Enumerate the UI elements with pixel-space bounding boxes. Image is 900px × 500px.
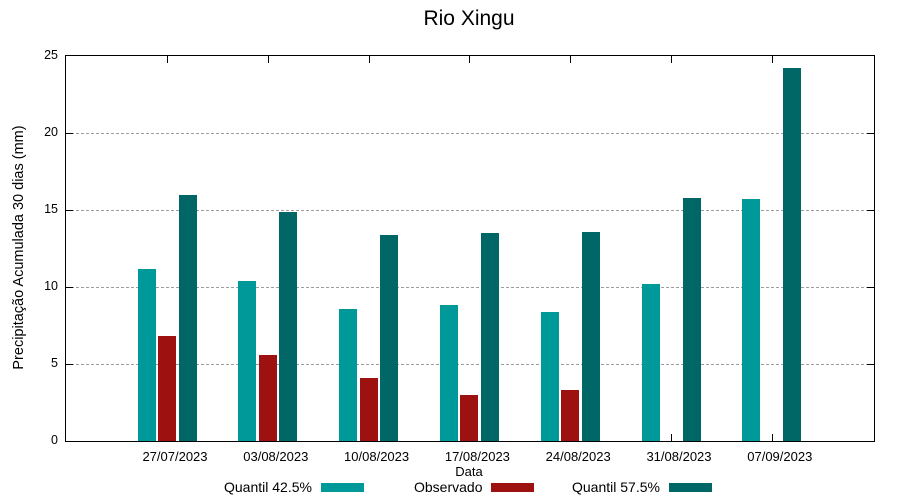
legend-label: Quantil 42.5% xyxy=(224,479,312,495)
bar xyxy=(460,394,479,441)
legend-swatch xyxy=(668,482,712,492)
x-tick-mark xyxy=(771,434,773,441)
legend-label: Observado xyxy=(414,479,483,495)
bar xyxy=(439,305,458,441)
gridline xyxy=(66,287,874,288)
x-tick-mark xyxy=(570,56,572,63)
y-tick-label: 5 xyxy=(51,356,58,370)
y-tick-label: 10 xyxy=(44,279,58,293)
y-tick-mark xyxy=(867,133,874,134)
y-tick-mark xyxy=(66,210,73,211)
x-tick-mark xyxy=(267,56,269,63)
legend: Quantil 42.5% Observado Quantil 57.5% xyxy=(0,478,900,496)
gridline xyxy=(66,133,874,134)
x-tick-mark xyxy=(167,56,168,63)
bar xyxy=(339,308,358,441)
legend-label: Quantil 57.5% xyxy=(572,479,660,495)
bar xyxy=(561,390,580,441)
bar xyxy=(359,377,378,441)
legend-swatch xyxy=(320,482,364,492)
bar xyxy=(682,197,701,441)
y-tick-label: 15 xyxy=(44,202,58,216)
x-tick-mark xyxy=(469,56,471,63)
legend-swatch xyxy=(491,482,535,492)
bar xyxy=(641,283,660,441)
bar xyxy=(380,234,399,441)
y-tick-mark xyxy=(867,364,874,365)
bar xyxy=(742,199,761,441)
x-tick-label: 17/08/2023 xyxy=(444,449,510,464)
bar xyxy=(480,233,499,441)
bar xyxy=(258,354,277,441)
y-tick-label: 25 xyxy=(44,48,58,62)
bar xyxy=(238,280,257,441)
y-tick-mark xyxy=(66,364,73,365)
legend-item: Observado xyxy=(414,478,535,496)
y-tick-mark xyxy=(66,287,73,288)
gridline xyxy=(66,210,874,211)
y-tick-mark xyxy=(867,287,874,288)
plot-area xyxy=(65,55,875,442)
y-axis-label: Precipitação Acumulada 30 dias (mm) xyxy=(11,125,27,370)
bar xyxy=(540,311,559,441)
y-tick-mark xyxy=(867,210,874,211)
y-tick-label: 0 xyxy=(51,433,58,447)
x-tick-label: 07/09/2023 xyxy=(747,449,813,464)
legend-item: Quantil 57.5% xyxy=(572,478,712,496)
x-tick-label: 10/08/2023 xyxy=(344,449,410,464)
x-axis-label: Data xyxy=(455,464,483,479)
x-tick-label: 31/08/2023 xyxy=(646,449,712,464)
bar xyxy=(581,231,600,441)
x-tick-mark xyxy=(671,56,672,63)
y-tick-label: 20 xyxy=(44,125,58,139)
bar xyxy=(178,194,197,441)
bar xyxy=(158,336,176,441)
x-tick-label: 24/08/2023 xyxy=(545,449,611,464)
x-tick-mark xyxy=(368,56,370,63)
chart-title: Rio Xingu xyxy=(423,7,515,30)
gridline xyxy=(66,364,874,365)
x-tick-label: 03/08/2023 xyxy=(243,449,309,464)
bar xyxy=(783,68,802,441)
bar xyxy=(137,268,156,441)
y-tick-mark xyxy=(66,133,73,134)
bar xyxy=(279,211,298,441)
legend-item: Quantil 42.5% xyxy=(224,478,364,496)
x-tick-label: 27/07/2023 xyxy=(142,449,208,464)
x-tick-mark xyxy=(671,434,672,441)
x-tick-mark xyxy=(771,56,773,63)
